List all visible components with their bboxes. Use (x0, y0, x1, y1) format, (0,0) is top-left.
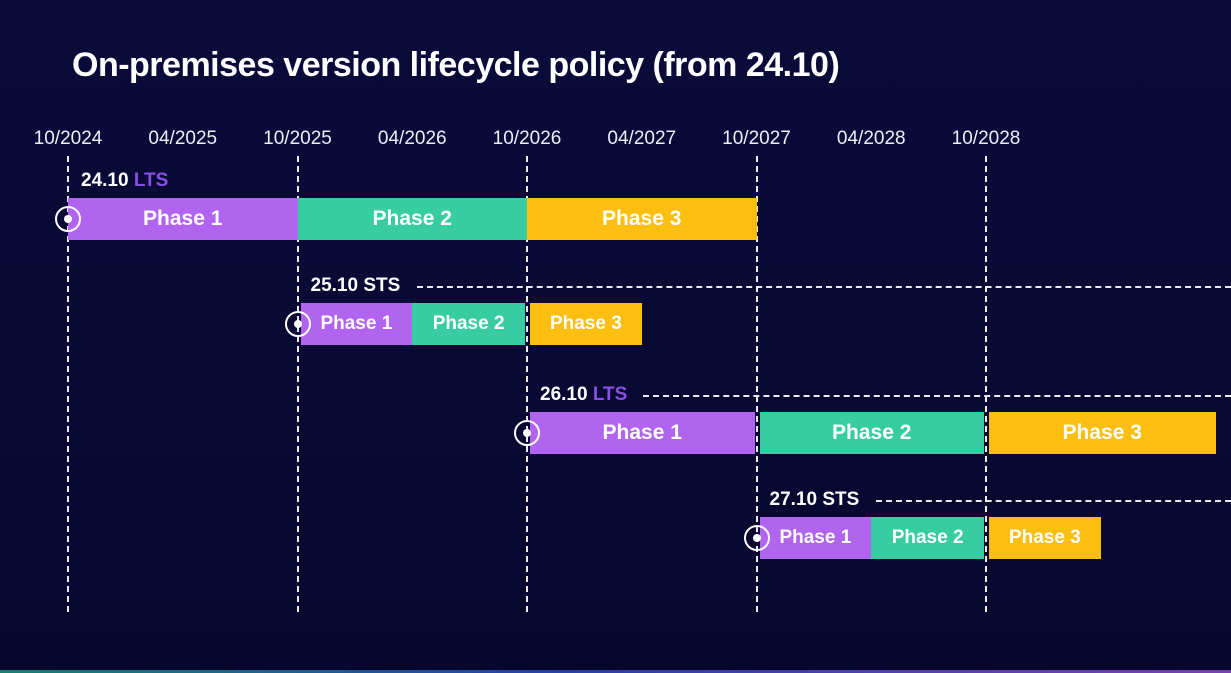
october-gridline (67, 156, 69, 612)
axis-tick-label: 10/2024 (33, 128, 103, 149)
axis-tick-label: 10/2027 (722, 128, 791, 149)
release-start-marker-icon (55, 206, 81, 232)
release-label: 24.10 LTS (81, 170, 168, 192)
axis-tick-label: 10/2028 (951, 128, 1021, 149)
phase-bar-label: Phase 1 (602, 421, 682, 444)
october-gridline (755, 156, 758, 612)
october-gridline (526, 156, 528, 612)
marker-dot (752, 534, 761, 542)
phase-bar-label: Phase 3 (1062, 421, 1142, 444)
leader-dashed-line (643, 395, 1231, 397)
axis-tick-label: 10/2025 (263, 128, 332, 149)
marker-dot (523, 429, 531, 437)
phase-bar-phase-3: Phase 3 (530, 303, 642, 345)
release-start-marker-icon (284, 311, 311, 337)
bottom-gradient-strip (0, 670, 1231, 673)
phase-bar-label: Phase 1 (143, 207, 223, 230)
release-number: 26.10 (540, 384, 593, 405)
axis-tick-label: 04/2028 (836, 128, 906, 149)
phase-bar-label: Phase 2 (832, 421, 912, 444)
phase-bar-phase-2: Phase 2 (412, 303, 525, 345)
phase-bar-phase-2: Phase 2 (871, 517, 984, 559)
phase-bar-phase-3: Phase 3 (989, 517, 1101, 559)
axis-tick-label: 10/2026 (492, 128, 562, 149)
release-label: 25.10 STS (311, 275, 401, 297)
release-number: 27.10 (769, 489, 823, 510)
leader-dashed-line (416, 286, 1231, 288)
release-channel-lts: LTS (592, 384, 628, 405)
release-label: 27.10 STS (770, 489, 860, 511)
phase-bar-label: Phase 1 (779, 527, 852, 548)
release-channel-sts: STS (363, 275, 401, 296)
phase-bar-phase-1: Phase 1 (68, 198, 298, 240)
phase-bar-phase-1: Phase 1 (530, 412, 755, 454)
phase-bar-phase-3: Phase 3 (989, 412, 1216, 454)
release-number: 25.10 (310, 275, 364, 296)
phase-bar-label: Phase 3 (549, 313, 622, 334)
release-start-marker-icon (514, 420, 540, 446)
marker-dot (64, 215, 72, 223)
axis-tick-label: 04/2025 (148, 128, 218, 149)
release-channel-sts: STS (822, 489, 860, 510)
october-gridline (985, 156, 987, 612)
phase-bar-phase-2: Phase 2 (297, 198, 527, 240)
phase-bar-label: Phase 3 (602, 207, 682, 230)
phase-bar-label: Phase 2 (891, 527, 964, 548)
release-channel-lts: LTS (133, 170, 169, 191)
phase-bar-phase-1: Phase 1 (300, 303, 413, 345)
release-number: 24.10 (81, 170, 134, 191)
phase-bar-phase-1: Phase 1 (759, 517, 872, 559)
phase-bar-label: Phase 3 (1008, 527, 1081, 548)
release-label: 26.10 LTS (540, 384, 627, 406)
phase-bar-label: Phase 1 (320, 313, 393, 334)
leader-dashed-line (875, 500, 1231, 502)
marker-dot (293, 320, 302, 328)
october-gridline (296, 156, 299, 612)
release-start-marker-icon (743, 525, 770, 551)
phase-bar-label: Phase 2 (432, 313, 505, 334)
axis-tick-label: 04/2026 (377, 128, 447, 149)
phase-bar-phase-3: Phase 3 (527, 198, 757, 240)
page-title: On-premises version lifecycle policy (fr… (72, 46, 840, 84)
phase-bar-label: Phase 2 (372, 207, 452, 230)
axis-tick-label: 04/2027 (607, 128, 677, 149)
phase-bar-phase-2: Phase 2 (759, 412, 984, 454)
